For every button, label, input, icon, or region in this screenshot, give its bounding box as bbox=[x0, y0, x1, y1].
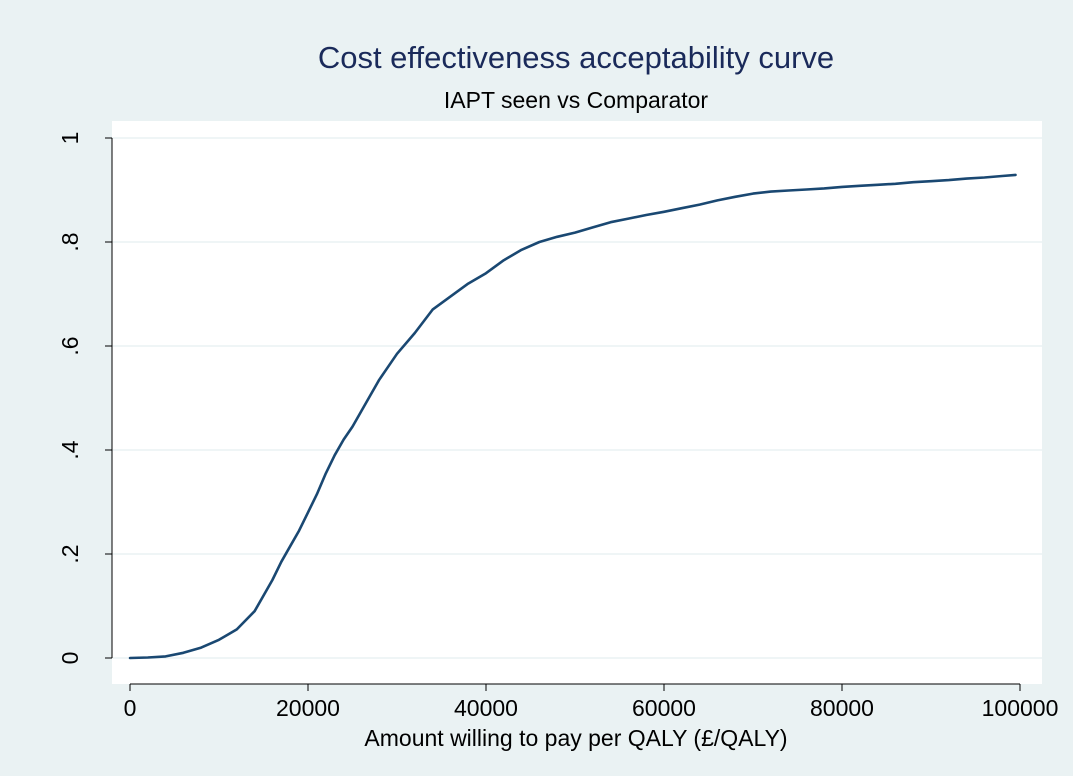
series-lines bbox=[128, 173, 1017, 660]
gridlines bbox=[112, 137, 1042, 659]
y-tick-label-3: .6 bbox=[57, 336, 83, 355]
x-tick-label-2: 40000 bbox=[454, 695, 518, 721]
x-tick-label-0: 0 bbox=[124, 695, 137, 721]
plot-area bbox=[112, 121, 1042, 684]
tick-labels: 0 .2 .4 .6 .8 1 0 20000 40000 60000 80000 100000 bbox=[57, 132, 1058, 721]
chart-subtitle: IAPT seen vs Comparator bbox=[444, 87, 709, 113]
x-axis-label: Amount willing to pay per QALY (£/QALY) bbox=[364, 725, 787, 751]
chart-title: Cost effectiveness acceptability curve bbox=[318, 40, 834, 75]
x-tick-label-3: 60000 bbox=[632, 695, 696, 721]
axes bbox=[105, 137, 1021, 691]
x-tick-label-1: 20000 bbox=[276, 695, 340, 721]
x-tick-label-4: 80000 bbox=[810, 695, 874, 721]
y-tick-label-2: .4 bbox=[57, 440, 83, 459]
y-tick-label-5: 1 bbox=[57, 132, 83, 145]
x-tick-label-5: 100000 bbox=[982, 695, 1059, 721]
y-tick-label-1: .2 bbox=[57, 544, 83, 563]
y-tick-label-0: 0 bbox=[57, 652, 83, 665]
series-line-0 bbox=[128, 173, 1017, 660]
y-tick-label-4: .8 bbox=[57, 232, 83, 251]
